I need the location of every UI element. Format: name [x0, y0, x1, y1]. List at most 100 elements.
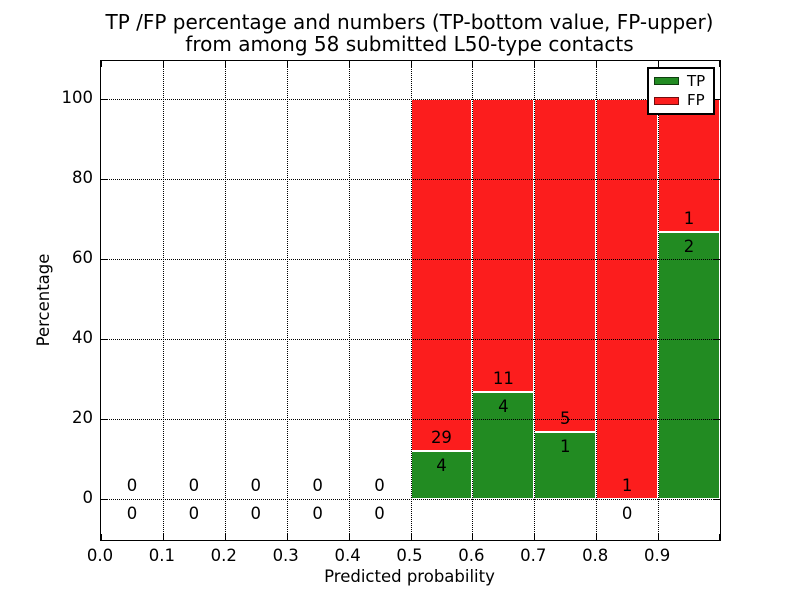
chart-title-line2: from among 58 submitted L50-type contact… — [185, 32, 634, 56]
y-tick-mark — [714, 99, 720, 100]
y-axis-label: Percentage — [34, 253, 53, 347]
y-gridline — [101, 99, 720, 100]
x-tick-mark — [348, 534, 350, 540]
x-tick-label: 0.7 — [520, 546, 547, 565]
tp-bar-segment — [410, 450, 473, 499]
x-tick-label: 0.5 — [396, 546, 423, 565]
x-tick-mark — [162, 534, 164, 540]
x-tick-label: 0.6 — [458, 546, 485, 565]
tp-count-label: 0 — [188, 504, 200, 523]
x-tick-label: 0.1 — [148, 546, 176, 565]
x-tick-label: 0.4 — [334, 546, 361, 565]
fp-count-label: 5 — [560, 409, 571, 429]
x-tick-mark — [162, 61, 164, 67]
y-tick-label: 60 — [72, 248, 93, 267]
y-tick-mark — [101, 99, 107, 100]
y-gridline — [101, 179, 720, 180]
y-gridline — [101, 339, 720, 340]
x-tick-label: 0.0 — [86, 546, 114, 565]
y-tick-mark — [714, 179, 720, 180]
tp-bar-segment — [472, 392, 535, 499]
x-tick-mark — [472, 61, 474, 67]
tp-count-label: 0 — [126, 504, 138, 523]
x-gridline — [348, 61, 350, 540]
tp-count-label: 4 — [436, 455, 447, 475]
x-tick-mark — [596, 61, 598, 67]
x-gridline — [472, 61, 474, 540]
x-tick-mark — [658, 61, 660, 67]
legend-item-tp: TP — [649, 73, 713, 89]
x-tick-mark — [286, 534, 288, 540]
y-tick-label: 0 — [82, 488, 94, 507]
x-gridline — [658, 61, 660, 540]
x-tick-mark — [719, 61, 720, 67]
x-tick-label: 0.9 — [643, 546, 671, 565]
x-tick-mark — [410, 61, 412, 67]
x-tick-label: 0.2 — [210, 546, 237, 565]
chart-title-line1: TP /FP percentage and numbers (TP-bottom… — [105, 10, 714, 34]
y-tick-mark — [101, 339, 107, 340]
fp-count-label: 11 — [492, 369, 514, 389]
fp-bar-segment — [410, 99, 473, 451]
x-tick-mark — [534, 61, 536, 67]
fp-count-label: 0 — [188, 476, 200, 495]
y-gridline — [101, 499, 720, 500]
x-gridline — [286, 61, 288, 540]
tp-count-label: 1 — [560, 437, 571, 457]
legend: TP FP — [647, 67, 715, 115]
fp-bar-segment — [472, 99, 535, 393]
fp-bar-segment — [534, 99, 597, 433]
fp-count-label: 1 — [683, 209, 695, 229]
x-tick-mark — [101, 61, 102, 67]
fp-count-label: 0 — [250, 476, 262, 495]
tp-count-label: 0 — [250, 504, 262, 523]
x-tick-mark — [596, 534, 598, 540]
y-tick-mark — [101, 499, 107, 500]
x-tick-label: 0.3 — [272, 546, 299, 565]
x-gridline — [410, 61, 412, 540]
y-tick-label: 80 — [72, 168, 93, 187]
x-tick-mark — [101, 534, 102, 540]
legend-swatch-fp — [654, 96, 679, 105]
y-tick-mark — [101, 419, 107, 420]
x-tick-mark — [286, 61, 288, 67]
y-tick-mark — [714, 499, 720, 500]
x-gridline — [162, 61, 164, 540]
plot-area: TP FP 0 0 0 0 0 0 0 0 0 0 29 4 11 4 5 1 1 0 1 2 — [100, 60, 721, 541]
y-tick-label: 100 — [61, 88, 94, 107]
legend-label-fp: FP — [687, 91, 705, 110]
x-tick-mark — [472, 534, 474, 540]
x-tick-mark — [658, 534, 660, 540]
fp-count-label: 1 — [621, 476, 633, 495]
x-gridline — [224, 61, 226, 540]
x-gridline — [596, 61, 598, 540]
fp-bar-segment — [596, 99, 659, 499]
y-tick-mark — [714, 339, 720, 340]
legend-item-fp: FP — [649, 93, 713, 108]
y-tick-mark — [101, 179, 107, 180]
y-gridline — [101, 419, 720, 420]
x-tick-mark — [224, 534, 226, 540]
x-tick-mark — [410, 534, 412, 540]
fp-count-label: 29 — [430, 427, 452, 447]
y-tick-label: 40 — [72, 328, 93, 347]
tp-count-label: 4 — [498, 397, 509, 417]
fp-count-label: 0 — [374, 476, 385, 495]
y-tick-label: 20 — [72, 408, 93, 427]
x-tick-mark — [348, 61, 350, 67]
y-gridline — [101, 259, 720, 260]
fp-count-label: 0 — [126, 476, 138, 495]
x-axis-label: Predicted probability — [324, 567, 495, 586]
x-tick-mark — [534, 534, 536, 540]
tp-count-label: 0 — [621, 504, 633, 523]
tp-count-label: 0 — [374, 504, 385, 523]
fp-bar-segment — [658, 99, 720, 233]
x-gridline — [534, 61, 536, 540]
x-tick-mark — [719, 534, 720, 540]
tp-count-label: 2 — [683, 237, 695, 257]
x-tick-mark — [224, 61, 226, 67]
tp-bar-segment — [658, 232, 720, 499]
y-tick-mark — [101, 259, 107, 260]
tp-count-label: 0 — [312, 504, 323, 523]
